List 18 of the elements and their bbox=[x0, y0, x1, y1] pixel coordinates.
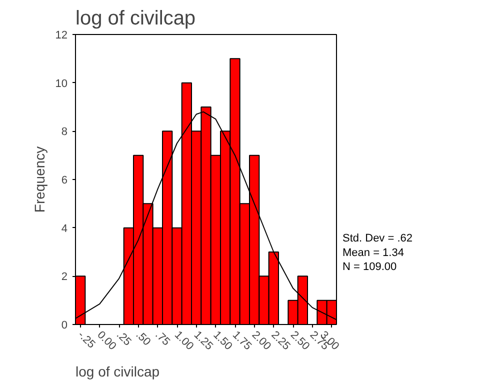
x-tick-label: 1.00 bbox=[172, 328, 196, 353]
y-tick-label: 2 bbox=[61, 271, 68, 284]
y-tick-label: 10 bbox=[55, 78, 68, 90]
x-tick-label: 0.00 bbox=[94, 328, 118, 353]
y-tick-label: 0 bbox=[61, 320, 68, 332]
text: Std. Dev = .62 bbox=[342, 232, 413, 244]
y-axis-title: Frequency bbox=[31, 146, 48, 213]
y-tick-label: 6 bbox=[61, 174, 68, 186]
y-tick-label: 4 bbox=[61, 222, 68, 235]
x-tick-label: -.25 bbox=[75, 328, 98, 351]
y-tick-label: 12 bbox=[55, 30, 68, 42]
y-tick-label: 8 bbox=[61, 126, 68, 138]
x-tick-label: .75 bbox=[152, 328, 172, 348]
x-tick-label: .50 bbox=[133, 328, 153, 348]
text: Mean = 1.34 bbox=[342, 246, 404, 259]
text: N = 109.00 bbox=[342, 261, 397, 274]
chart-title: log of civilcap bbox=[76, 8, 196, 30]
x-axis-title: log of civilcap bbox=[76, 364, 160, 380]
